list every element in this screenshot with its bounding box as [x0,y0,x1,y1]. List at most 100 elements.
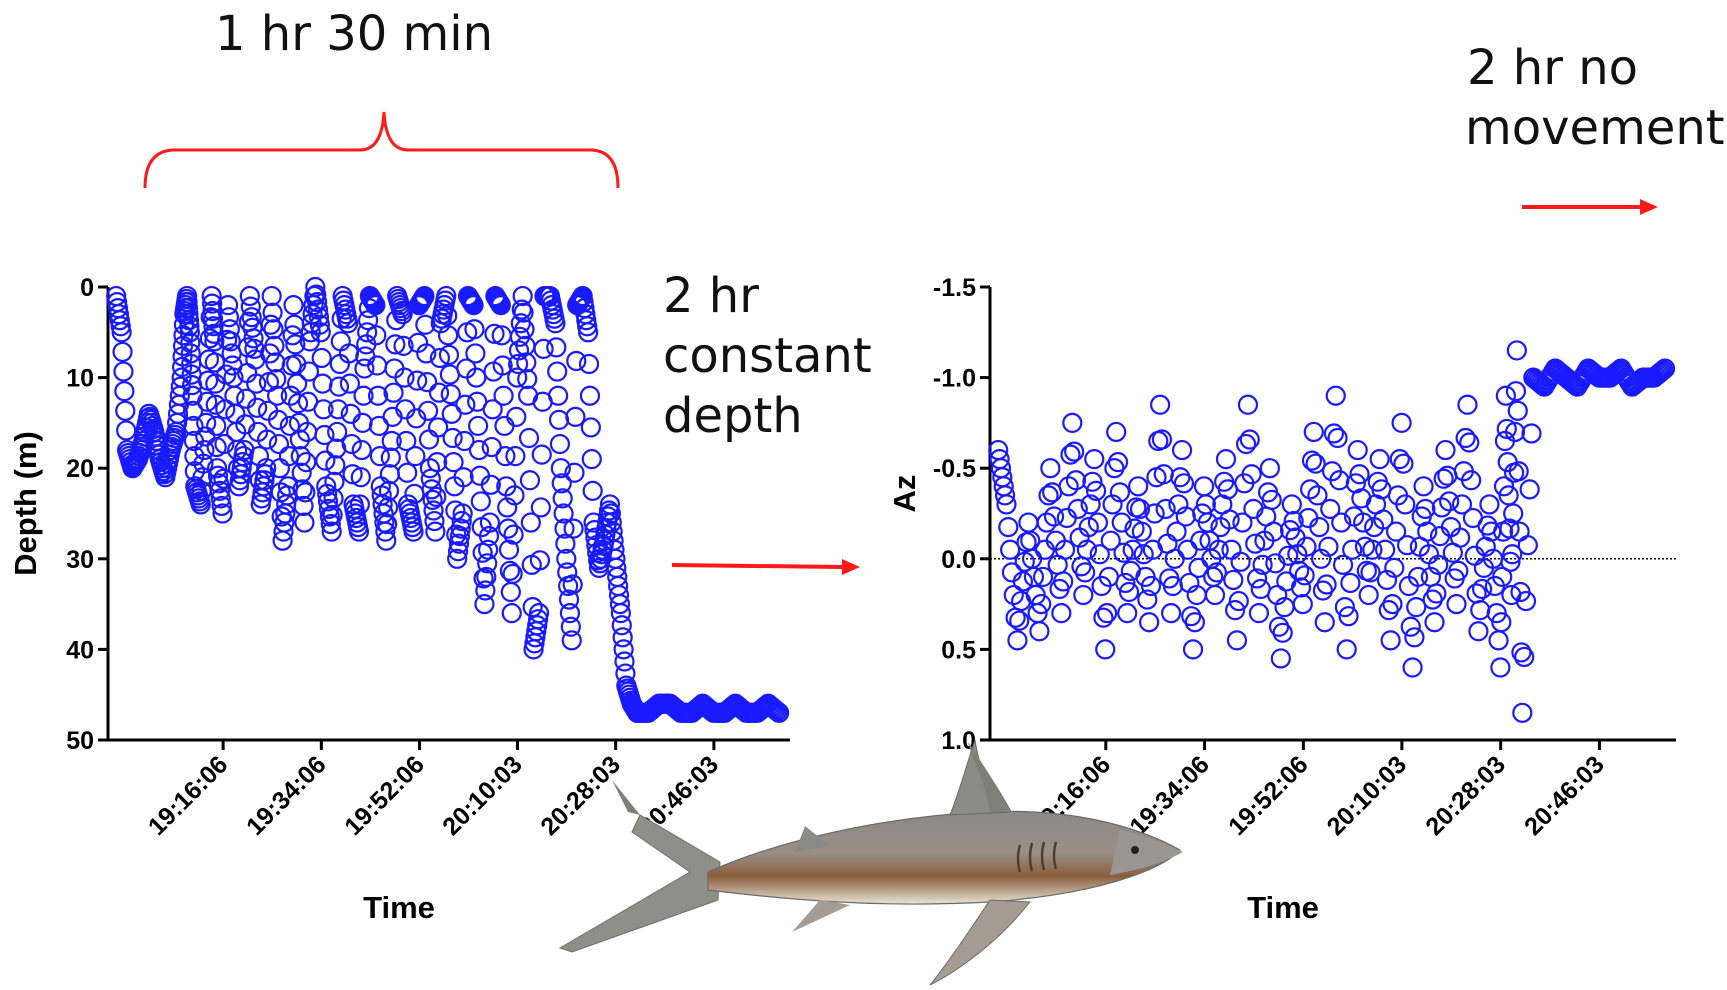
az-point [1029,621,1050,642]
depth-point [563,518,584,539]
az-point [1439,491,1460,512]
no-movement-arrow [1522,199,1658,215]
bracket-label-text: 1 hr 30 min [215,6,494,62]
az-point [1054,539,1076,560]
depth-point [280,385,301,406]
az-point [1466,583,1487,604]
depth-point [267,385,288,406]
az-point [996,494,1017,515]
no-movement-line-1: 2 hr no [1467,40,1638,96]
depth-point [193,453,214,474]
az-point [1424,612,1445,633]
az-point [1515,590,1537,612]
az-point [1261,489,1282,511]
az-point [1649,362,1670,384]
depth-point [548,385,569,406]
depth-point [311,347,332,369]
az-point [1653,359,1674,381]
time-span-bracket [143,111,620,189]
az-point [1505,381,1527,402]
depth-point [112,341,133,363]
az-point [1177,539,1198,560]
az-y-tick-label: 0.0 [941,546,976,574]
depth-point [285,334,306,355]
az-point [1468,621,1489,642]
az-y-tick-label: -1.0 [933,365,976,393]
az-point [1362,539,1383,560]
az-point [1278,545,1299,566]
depth-point [202,293,223,314]
az-point [1426,583,1447,604]
depth-y-tick-label: 20 [66,455,94,483]
az-point [1384,557,1405,578]
az-point [1062,412,1083,433]
depth-point [290,446,311,467]
depth-point [516,352,537,373]
az-point [1380,630,1401,651]
depth-point [427,417,449,438]
depth-point [437,325,459,346]
depth-point [369,446,390,467]
depth-point [180,343,201,364]
az-point [1204,584,1226,606]
az-point [1203,566,1224,588]
depth-x-tick-label: 19:52:06 [339,750,430,841]
depth-point [287,373,308,394]
depth-point [209,480,230,501]
depth-point [261,285,282,307]
depth-point [315,450,336,471]
az-point [1446,593,1467,615]
depth-point [464,319,485,340]
depth-point [475,580,496,601]
az-point [1316,574,1337,595]
depth-point [113,361,134,382]
az-point [1067,498,1088,520]
depth-point [351,439,372,461]
depth-point [294,512,315,533]
depth-point [558,589,580,610]
depth-point [339,373,360,394]
az-point [1507,400,1528,421]
depth-point [552,488,573,509]
az-point [1237,394,1259,415]
depth-point [582,480,603,501]
depth-point [480,474,501,495]
az-point [1451,494,1473,515]
depth-point [218,307,240,328]
depth-point [438,344,460,366]
az-point [1131,521,1152,542]
depth-y-tick-label: 40 [66,636,94,664]
depth-point [466,367,487,388]
depth-point [278,446,300,467]
az-point [1503,503,1524,524]
depth-point [580,417,601,438]
constant-depth-line-3: depth [663,388,803,444]
depth-point [309,314,330,335]
az-point [1504,421,1526,443]
az-point [1140,575,1162,597]
depth-point [308,307,330,328]
depth-point [183,415,204,437]
az-point [1455,427,1476,449]
depth-point [442,427,463,449]
depth-point [493,385,514,406]
depth-point [610,603,631,624]
depth-point [312,373,333,394]
depth-point [469,465,491,486]
az-point [1109,482,1130,503]
az-point [1215,449,1237,470]
az-series [988,340,1676,723]
az-point [1053,571,1074,592]
az-point [1208,539,1229,560]
az-point [1206,562,1227,583]
az-point [1402,657,1423,678]
depth-point [322,504,343,526]
az-point [1161,603,1182,624]
depth-point [365,295,386,316]
depth-point [497,497,518,518]
depth-point [293,495,314,517]
depth-y-tick-label: 30 [66,546,94,574]
az-point [1133,544,1154,565]
depth-point [397,462,418,483]
depth-point [479,512,501,533]
